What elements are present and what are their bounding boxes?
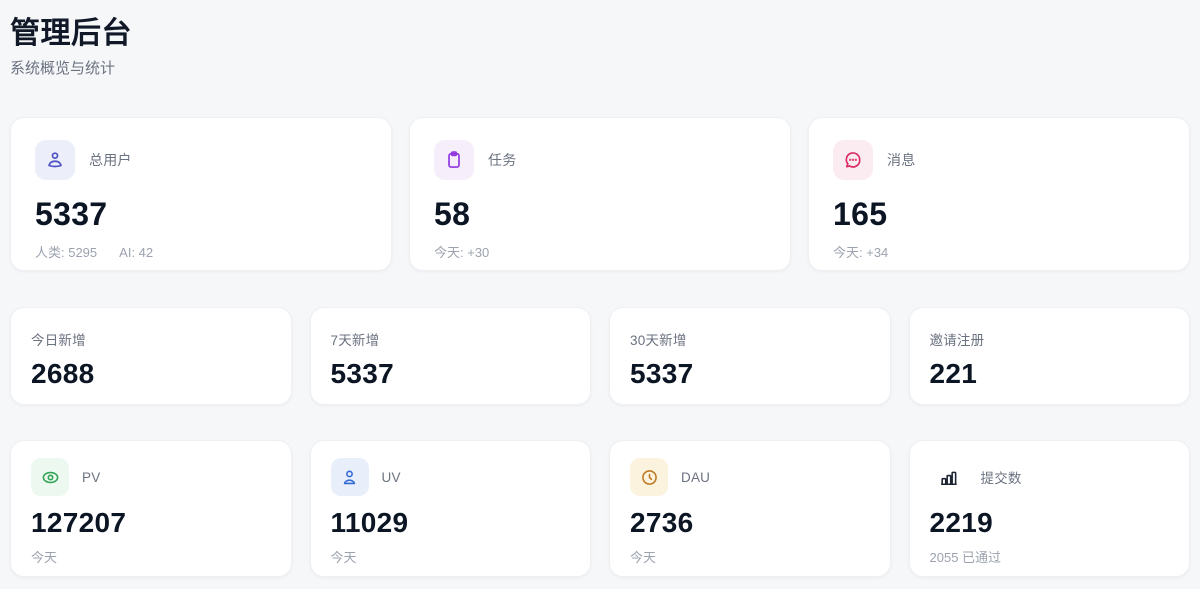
stat-sub-today: 今天: +30 (434, 245, 490, 260)
stats-row-growth: 今日新增 2688 7天新增 5337 30天新增 5337 邀请注册 221 (10, 307, 1190, 405)
page-header: 管理后台 系统概览与统计 (10, 16, 1190, 80)
stat-card-pv: PV 127207 今天 (10, 440, 292, 577)
stat-card-new-today: 今日新增 2688 (10, 307, 292, 405)
stat-label: 提交数 (980, 471, 1022, 486)
stat-card-uv: UV 11029 今天 (309, 440, 591, 577)
stat-card-total-users: 总用户 5337 人类: 5295 AI: 42 (10, 117, 392, 271)
stats-row-primary: 总用户 5337 人类: 5295 AI: 42 任务 58 今天: +30 (10, 117, 1190, 271)
stat-sub-humans: 人类: 5295 (35, 245, 98, 260)
page-subtitle: 系统概览与统计 (10, 60, 116, 77)
stat-value: 2688 (31, 358, 95, 389)
stat-subtext: 今天 (31, 550, 58, 565)
stat-sub-ai: AI: 42 (119, 245, 154, 260)
stat-card-new-30d: 30天新增 5337 (609, 307, 891, 405)
stat-card-messages: 消息 165 今天: +34 (808, 117, 1190, 271)
stat-subtext: 今天 (630, 550, 657, 565)
stat-subtext: 今天 (330, 550, 357, 565)
stat-value: 5337 (35, 196, 108, 232)
stat-label: 今日新增 (31, 333, 86, 348)
stat-card-invite-signups: 邀请注册 221 (908, 307, 1190, 405)
stat-label: PV (82, 469, 101, 485)
card-head: 总用户 (35, 140, 367, 180)
card-head: 任务 (434, 140, 766, 180)
stat-value: 58 (434, 196, 471, 232)
card-head: 提交数 (930, 458, 1170, 496)
stat-label: 总用户 (89, 152, 132, 168)
admin-dashboard: 管理后台 系统概览与统计 总用户 5337 人类: 5295 AI: 42 (10, 16, 1190, 577)
stat-value: 2219 (929, 507, 993, 538)
stat-value: 5337 (630, 358, 694, 389)
eye-icon (31, 458, 69, 496)
message-icon (833, 140, 873, 180)
users-icon (35, 140, 75, 180)
stat-value: 221 (929, 358, 978, 389)
card-head: UV (330, 458, 571, 496)
stat-label: 30天新增 (630, 333, 687, 348)
stat-label: 邀请注册 (929, 333, 985, 348)
clock-icon (630, 458, 668, 496)
card-head: PV (31, 458, 271, 496)
stat-label: UV (381, 469, 401, 485)
stat-value: 2736 (630, 507, 694, 538)
stat-card-tasks: 任务 58 今天: +30 (409, 117, 791, 271)
stat-card-dau: DAU 2736 今天 (609, 440, 891, 577)
stat-value: 127207 (31, 507, 127, 538)
stat-label: 任务 (488, 152, 517, 168)
user-icon (330, 458, 369, 496)
bar-chart-icon (930, 458, 968, 496)
stat-sub-today: 今天: +34 (833, 245, 889, 260)
clipboard-icon (434, 140, 474, 180)
stat-subtext: 人类: 5295 AI: 42 (35, 242, 367, 261)
stat-subtext: 今天: +34 (833, 242, 1165, 261)
stat-subtext: 今天: +30 (434, 242, 766, 261)
card-head: 消息 (833, 140, 1165, 180)
page-title: 管理后台 (10, 17, 132, 50)
stat-value: 165 (833, 196, 888, 232)
stat-card-new-7d: 7天新增 5337 (309, 307, 591, 405)
stat-label: DAU (681, 469, 711, 485)
stats-row-traffic: PV 127207 今天 UV 11029 今天 (10, 440, 1190, 577)
stat-subtext: 2055 已通过 (929, 550, 1002, 565)
stat-label: 7天新增 (330, 333, 380, 348)
stat-value: 5337 (330, 358, 394, 389)
stat-card-submissions: 提交数 2219 2055 已通过 (908, 440, 1190, 577)
stat-label: 消息 (887, 152, 916, 168)
card-head: DAU (630, 458, 870, 496)
stat-value: 11029 (330, 507, 409, 538)
